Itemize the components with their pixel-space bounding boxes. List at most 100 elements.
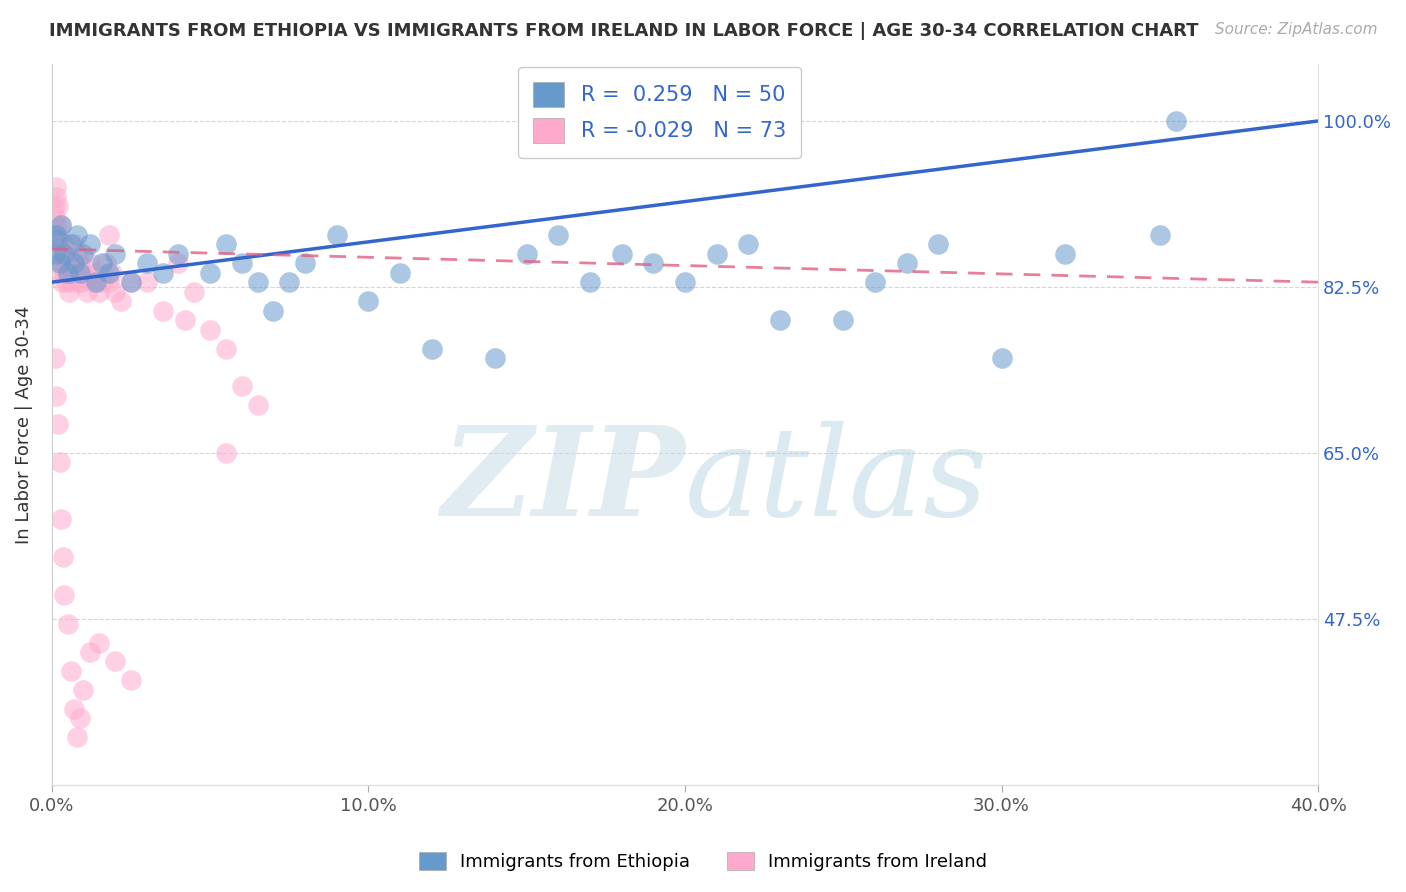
Point xyxy=(53,237,76,252)
Point xyxy=(52,550,75,565)
Point xyxy=(69,256,91,270)
Point xyxy=(706,246,728,260)
Point xyxy=(45,389,67,403)
Point xyxy=(198,266,221,280)
Point xyxy=(167,246,190,260)
Point xyxy=(769,313,792,327)
Point xyxy=(44,199,66,213)
Point xyxy=(104,246,127,260)
Point xyxy=(294,256,316,270)
Point xyxy=(45,227,67,242)
Point xyxy=(63,256,86,270)
Point xyxy=(66,227,89,242)
Point xyxy=(97,266,120,280)
Point xyxy=(420,342,443,356)
Point xyxy=(547,227,569,242)
Point xyxy=(152,303,174,318)
Point xyxy=(56,616,79,631)
Point xyxy=(55,275,77,289)
Point xyxy=(643,256,665,270)
Point xyxy=(97,227,120,242)
Point xyxy=(59,256,82,270)
Point xyxy=(357,294,380,309)
Point xyxy=(53,246,76,260)
Point xyxy=(66,246,89,260)
Text: ZIP: ZIP xyxy=(441,421,685,543)
Point xyxy=(990,351,1012,365)
Point xyxy=(51,219,73,233)
Point xyxy=(65,266,87,280)
Point xyxy=(48,256,70,270)
Point xyxy=(56,266,79,280)
Point xyxy=(120,275,142,289)
Point xyxy=(67,275,90,289)
Point xyxy=(52,266,75,280)
Point xyxy=(104,285,127,299)
Point xyxy=(91,275,114,289)
Point xyxy=(45,190,67,204)
Text: atlas: atlas xyxy=(685,421,988,543)
Point xyxy=(198,322,221,336)
Point xyxy=(51,246,73,260)
Point xyxy=(1149,227,1171,242)
Point xyxy=(72,682,94,697)
Point xyxy=(94,256,117,270)
Point xyxy=(46,199,69,213)
Point xyxy=(48,256,70,270)
Point xyxy=(278,275,301,289)
Point xyxy=(69,711,91,725)
Point xyxy=(76,285,98,299)
Point xyxy=(135,256,157,270)
Point xyxy=(51,275,73,289)
Point xyxy=(60,275,83,289)
Point xyxy=(1053,246,1076,260)
Point xyxy=(120,673,142,688)
Point xyxy=(48,455,70,469)
Point xyxy=(167,256,190,270)
Point xyxy=(63,702,86,716)
Point xyxy=(59,237,82,252)
Point xyxy=(896,256,918,270)
Point xyxy=(388,266,411,280)
Point xyxy=(152,266,174,280)
Point xyxy=(46,417,69,432)
Point xyxy=(579,275,602,289)
Point xyxy=(97,275,120,289)
Point xyxy=(48,237,70,252)
Point xyxy=(246,399,269,413)
Point xyxy=(120,275,142,289)
Point xyxy=(56,246,79,260)
Point xyxy=(46,246,69,260)
Point xyxy=(49,266,72,280)
Point xyxy=(173,313,195,327)
Point xyxy=(231,256,253,270)
Point xyxy=(863,275,886,289)
Point xyxy=(231,379,253,393)
Text: Source: ZipAtlas.com: Source: ZipAtlas.com xyxy=(1215,22,1378,37)
Point xyxy=(44,351,66,365)
Point xyxy=(84,266,107,280)
Point xyxy=(215,342,238,356)
Point xyxy=(42,227,65,242)
Point xyxy=(63,237,86,252)
Point xyxy=(56,266,79,280)
Point xyxy=(46,232,69,246)
Point xyxy=(72,266,94,280)
Point xyxy=(51,512,73,526)
Point xyxy=(53,588,76,602)
Point xyxy=(44,209,66,223)
Y-axis label: In Labor Force | Age 30-34: In Labor Force | Age 30-34 xyxy=(15,305,32,543)
Point xyxy=(215,446,238,460)
Point xyxy=(101,266,124,280)
Point xyxy=(673,275,696,289)
Point xyxy=(79,237,101,252)
Point xyxy=(91,256,114,270)
Point xyxy=(45,219,67,233)
Point xyxy=(51,219,73,233)
Point xyxy=(53,256,76,270)
Point xyxy=(66,731,89,745)
Point xyxy=(45,237,67,252)
Point xyxy=(516,246,538,260)
Text: IMMIGRANTS FROM ETHIOPIA VS IMMIGRANTS FROM IRELAND IN LABOR FORCE | AGE 30-34 C: IMMIGRANTS FROM ETHIOPIA VS IMMIGRANTS F… xyxy=(49,22,1199,40)
Point xyxy=(1164,114,1187,128)
